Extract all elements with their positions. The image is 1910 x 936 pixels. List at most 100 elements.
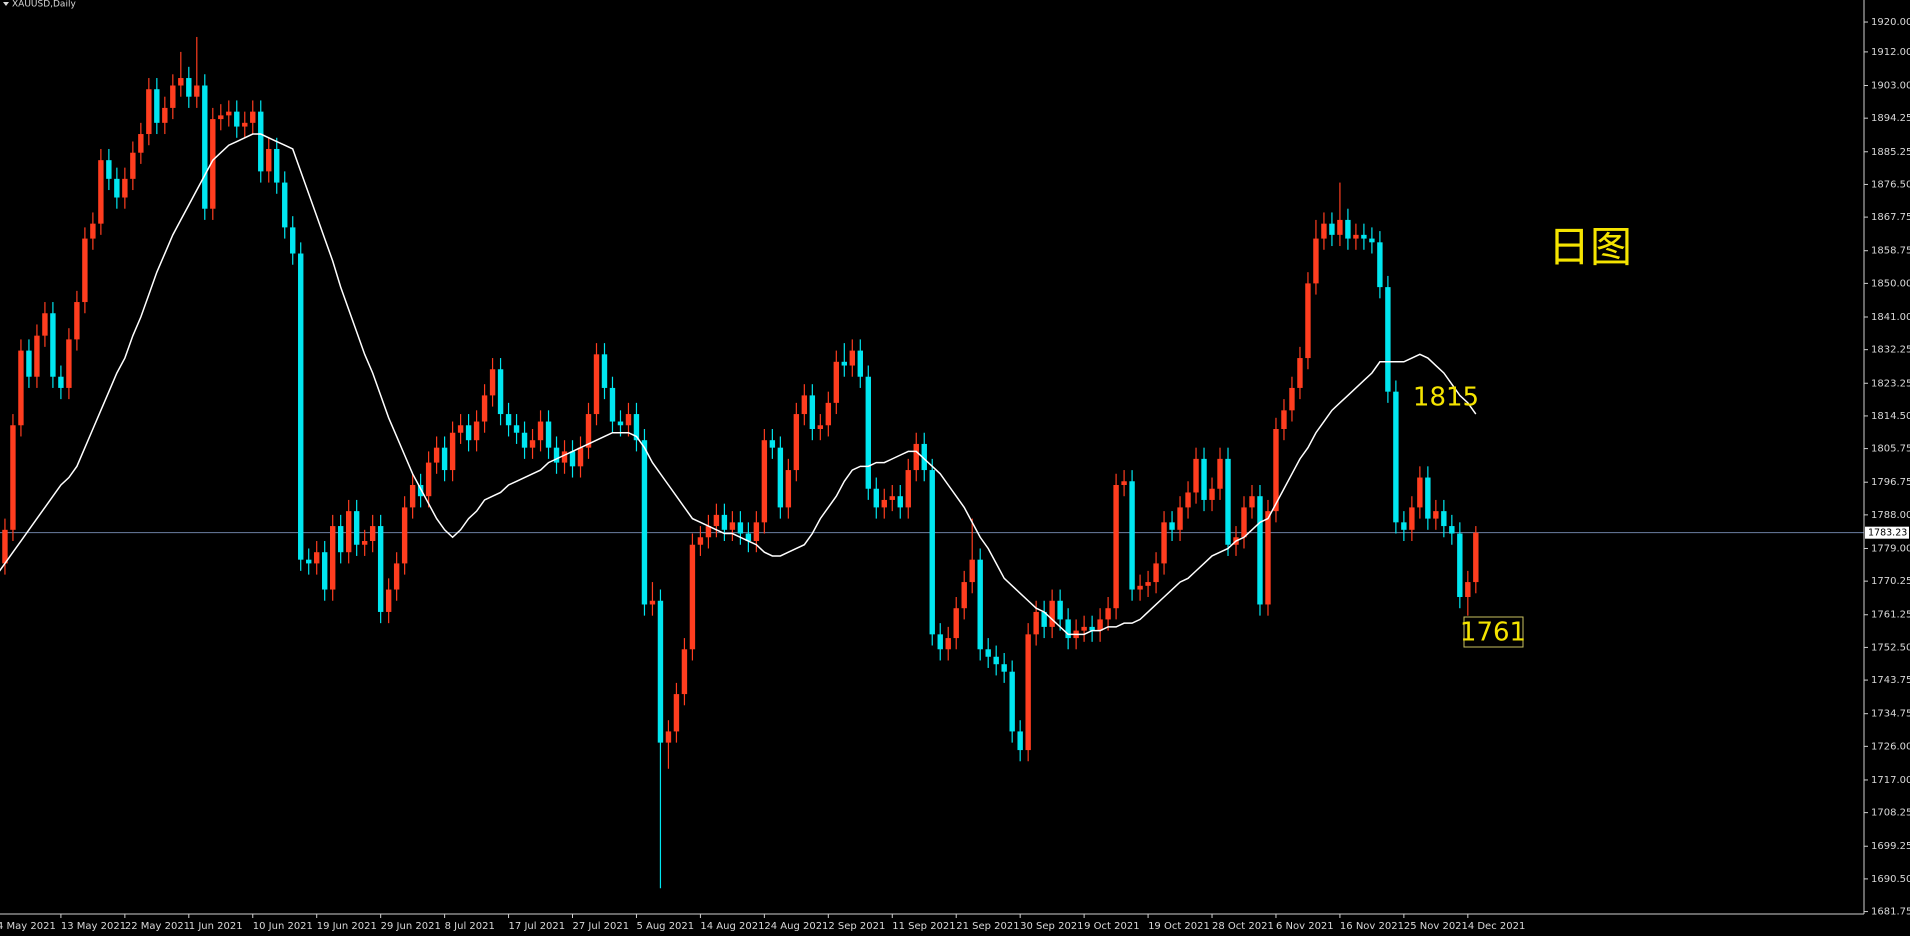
candle-body bbox=[569, 451, 576, 467]
candle-body bbox=[138, 134, 144, 153]
candle-body bbox=[90, 223, 96, 239]
candle-body bbox=[1473, 532, 1479, 583]
candle-body bbox=[625, 414, 632, 426]
candle-body bbox=[1113, 485, 1119, 609]
candle-body bbox=[306, 559, 312, 564]
candle-body bbox=[234, 111, 240, 127]
candle-body bbox=[146, 89, 152, 135]
candle-body bbox=[282, 182, 288, 228]
x-tick-label: 9 Oct 2021 bbox=[1084, 921, 1139, 932]
candle-body bbox=[1041, 611, 1047, 627]
candle-body bbox=[857, 350, 863, 377]
candle-body bbox=[873, 488, 879, 508]
candle-body bbox=[329, 526, 336, 590]
y-tick-label: 1770.25 bbox=[1871, 576, 1910, 587]
y-tick-label: 1726.00 bbox=[1871, 741, 1910, 752]
candle-body bbox=[1001, 664, 1007, 672]
candle-body bbox=[337, 526, 344, 553]
candle-body bbox=[1321, 223, 1327, 239]
candle-body bbox=[753, 522, 760, 542]
price-label-box bbox=[1865, 526, 1909, 539]
candle-body bbox=[409, 485, 416, 508]
price-label: 1783.23 bbox=[1868, 528, 1907, 539]
candle-body bbox=[218, 115, 224, 120]
candle-body bbox=[154, 89, 160, 123]
candle-body bbox=[609, 387, 616, 422]
candle-body bbox=[921, 443, 927, 471]
candle-body bbox=[401, 507, 408, 564]
candle-body bbox=[905, 470, 911, 508]
candle-body bbox=[130, 152, 136, 179]
candle-body bbox=[713, 514, 720, 527]
x-tick-label: 4 May 2021 bbox=[0, 921, 56, 932]
candle-body bbox=[1137, 585, 1143, 590]
candle-body bbox=[1385, 287, 1391, 392]
candle-body bbox=[889, 496, 895, 500]
symbol-menu-arrow[interactable] bbox=[3, 2, 9, 6]
candle-body bbox=[697, 537, 704, 545]
candle-body bbox=[1185, 492, 1191, 508]
candle-body bbox=[801, 395, 808, 415]
candle-body bbox=[817, 425, 824, 429]
candle-body bbox=[833, 361, 840, 403]
candle-body bbox=[881, 499, 887, 508]
annotation: 1815 bbox=[1413, 383, 1479, 413]
candle-body bbox=[1449, 526, 1455, 534]
candle-body bbox=[529, 440, 536, 448]
moving-average-line bbox=[0, 133, 1477, 636]
plot-area bbox=[0, 36, 1864, 889]
candle-body bbox=[369, 526, 376, 542]
candle-body bbox=[961, 582, 967, 609]
candle-body bbox=[1289, 387, 1295, 411]
y-tick-label: 1690.50 bbox=[1871, 874, 1910, 885]
candle-body bbox=[242, 122, 248, 127]
candle-body bbox=[953, 608, 959, 639]
y-tick-label: 1743.75 bbox=[1871, 675, 1910, 686]
candle-body bbox=[769, 440, 776, 448]
candle-body bbox=[649, 600, 656, 605]
candle-body bbox=[865, 376, 871, 489]
candle-body bbox=[1097, 619, 1103, 631]
y-tick-label: 1894.25 bbox=[1871, 113, 1910, 124]
candle-body bbox=[681, 649, 688, 695]
x-tick-label: 1 Jun 2021 bbox=[189, 921, 243, 932]
candle-body bbox=[417, 485, 424, 497]
y-tick-label: 1841.00 bbox=[1871, 312, 1910, 323]
candle-body bbox=[1153, 563, 1159, 583]
candle-body bbox=[58, 376, 64, 388]
candle-body bbox=[449, 432, 456, 471]
x-tick-label: 28 Oct 2021 bbox=[1212, 921, 1274, 932]
candle-body bbox=[1425, 477, 1431, 519]
candle-body bbox=[665, 731, 672, 743]
y-tick-label: 1850.00 bbox=[1871, 278, 1910, 289]
candle-body bbox=[537, 421, 544, 441]
y-tick-label: 1912.00 bbox=[1871, 47, 1910, 58]
candle-body bbox=[513, 425, 520, 433]
candle-body bbox=[1401, 522, 1407, 530]
candle-body bbox=[1241, 507, 1247, 538]
candle-body bbox=[897, 496, 903, 508]
candle-body bbox=[1361, 234, 1367, 239]
y-tick-label: 1734.75 bbox=[1871, 709, 1910, 720]
candle-body bbox=[593, 354, 600, 415]
candle-body bbox=[66, 339, 72, 388]
y-tick-label: 1832.25 bbox=[1871, 345, 1910, 356]
candle-body bbox=[473, 421, 480, 441]
candle-body bbox=[1017, 731, 1023, 751]
y-tick-label: 1796.75 bbox=[1871, 477, 1910, 488]
candle-body bbox=[1193, 458, 1199, 493]
candle-body bbox=[1105, 608, 1111, 620]
candle-body bbox=[977, 559, 983, 650]
candle-body bbox=[385, 589, 392, 612]
candle-body bbox=[945, 638, 951, 650]
candle-body bbox=[1329, 223, 1335, 235]
candle-body bbox=[1209, 488, 1215, 500]
y-tick-label: 1805.75 bbox=[1871, 444, 1910, 455]
candle-body bbox=[1369, 238, 1375, 243]
y-tick-label: 1920.00 bbox=[1871, 17, 1910, 28]
candle-body bbox=[274, 148, 280, 183]
candle-body bbox=[1409, 507, 1415, 530]
candle-body bbox=[1441, 511, 1447, 527]
y-tick-label: 1823.25 bbox=[1871, 378, 1910, 389]
